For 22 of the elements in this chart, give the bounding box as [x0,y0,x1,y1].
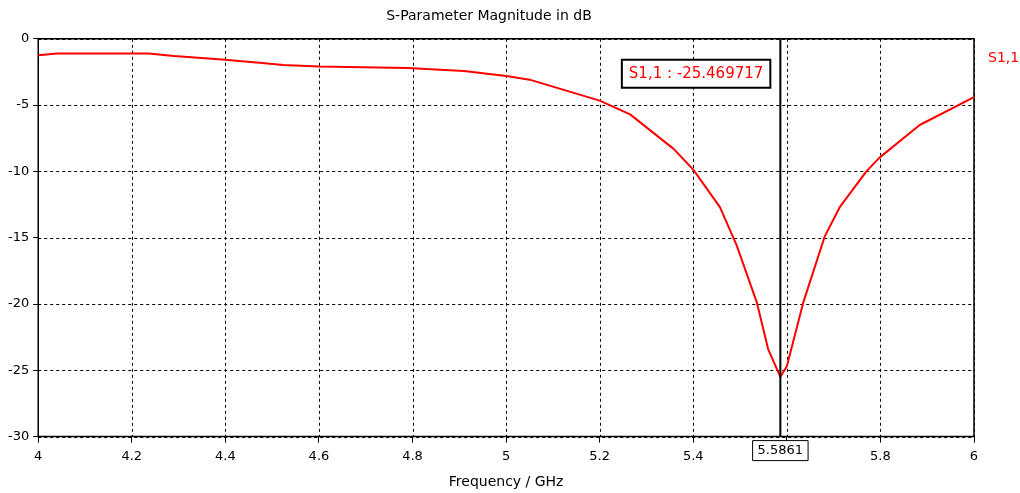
y-tick-label: -5 [16,96,30,112]
x-axis-title: Frequency / GHz [448,473,564,490]
x-tick-label: 4 [34,447,43,463]
x-tick-label: 5 [501,447,511,463]
y-tick-label: -20 [8,295,30,311]
x-tick-label: 4.4 [215,447,236,463]
x-tick-label: 6 [969,447,979,463]
x-tick-label: 4.2 [121,447,143,463]
y-tick-label: 0 [20,30,30,46]
ref-line-label: 5.5861 [757,441,804,457]
y-tick-label: -10 [8,162,30,178]
annotation: S1,1 : -25.469717 [628,63,764,82]
chart-title: S-Parameter Magnitude in dB [386,7,592,24]
y-tick-label: -25 [8,361,30,377]
x-tick-label: 5.8 [870,447,891,463]
x-tick-label: 4.6 [308,447,330,463]
x-tick-label: 5.2 [589,447,611,463]
y-tick-label: -30 [8,427,30,443]
y-tick-label: -15 [8,229,30,245]
text: S1,1 [988,49,1020,66]
x-tick-label: 5.4 [682,447,704,463]
x-tick-label: 4.8 [402,447,423,463]
